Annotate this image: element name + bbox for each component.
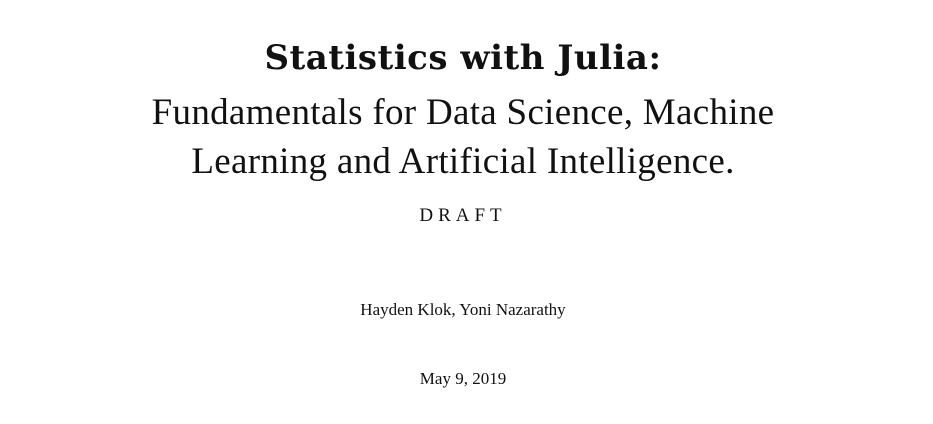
book-subtitle-line-2: Learning and Artificial Intelligence. xyxy=(191,141,735,182)
publication-date: May 9, 2019 xyxy=(419,369,507,388)
book-title: Statistics with Julia: xyxy=(264,38,662,78)
book-subtitle-line-1: Fundamentals for Data Science, Machine xyxy=(151,92,775,133)
authors: Hayden Klok, Yoni Nazarathy xyxy=(360,300,566,319)
draft-label: DRAFT xyxy=(419,205,507,226)
